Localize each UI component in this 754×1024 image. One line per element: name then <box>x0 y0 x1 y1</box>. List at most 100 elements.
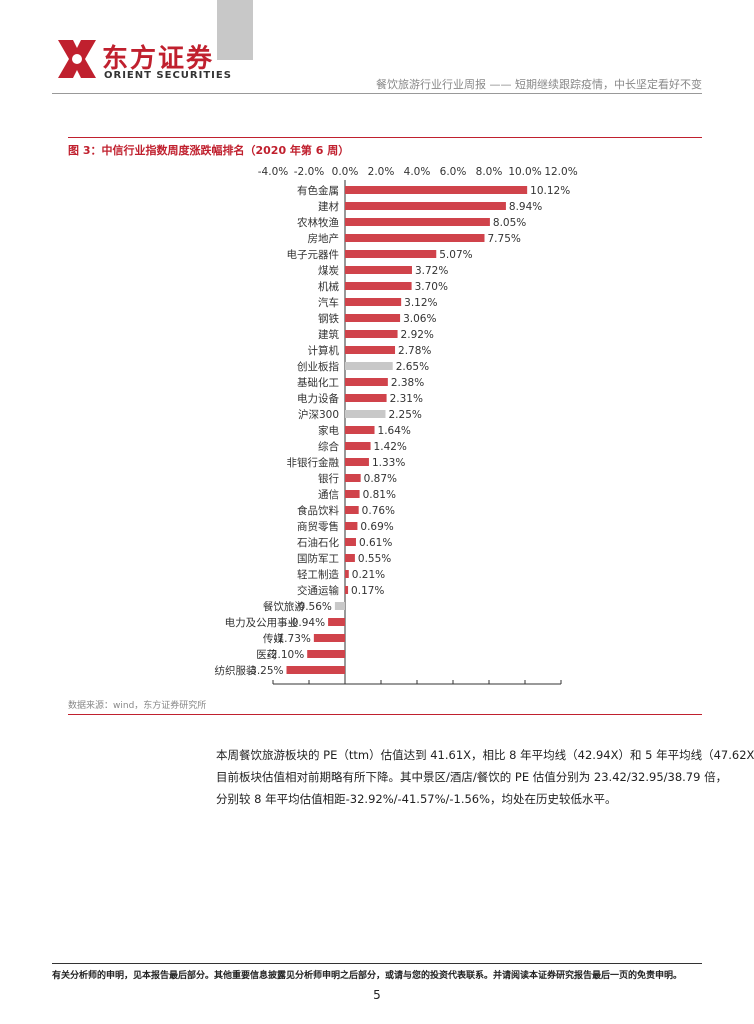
logo-english-name: ORIENT SECURITIES <box>104 70 232 81</box>
category-label: 食品饮料 <box>297 504 339 517</box>
figure-bottom-rule <box>68 714 702 715</box>
value-label: -0.56% <box>295 601 332 613</box>
category-label: 基础化工 <box>297 376 339 389</box>
industry-ranking-chart: -4.0% -2.0% 0.0% 2.0% 4.0% 6.0% 8.0% 10.0% 12.0%… <box>215 166 578 685</box>
bar <box>345 490 360 498</box>
value-label: 2.38% <box>391 377 424 389</box>
body-paragraph: 本周餐饮旅游板块的 PE（ttm）估值达到 41.61X，相比 8 年平均线（4… <box>216 744 754 810</box>
bar <box>345 474 361 482</box>
category-label: 汽车 <box>318 296 339 309</box>
value-label: 3.12% <box>404 297 437 309</box>
category-label: 有色金属 <box>297 184 339 197</box>
value-label: -3.25% <box>246 665 283 677</box>
value-label: 8.94% <box>509 201 542 213</box>
page-number: 5 <box>373 988 381 1002</box>
bar <box>345 426 375 434</box>
category-label: 电力及公用事业 <box>225 616 299 629</box>
category-label: 计算机 <box>308 344 340 357</box>
value-label: -0.94% <box>288 617 325 629</box>
report-title: 餐饮旅游行业行业周报 —— 短期继续跟踪疫情，中长坚定看好不变 <box>376 78 702 91</box>
category-label: 石油石化 <box>297 536 339 549</box>
value-label: 5.07% <box>439 249 472 261</box>
category-label: 交通运输 <box>297 584 339 597</box>
x-tick-label: 2.0% <box>368 166 395 178</box>
value-label: 0.55% <box>358 553 391 565</box>
category-label: 煤炭 <box>318 264 339 277</box>
category-label: 钢铁 <box>318 312 339 325</box>
category-label: 餐饮旅游 <box>263 600 305 613</box>
category-label: 房地产 <box>308 232 340 245</box>
figure-source: 数据来源：wind，东方证券研究所 <box>68 701 207 711</box>
category-label: 沪深300 <box>298 408 339 421</box>
category-label: 建材 <box>318 200 339 213</box>
bar <box>345 346 396 354</box>
bar <box>345 410 386 418</box>
x-tick-label: 6.0% <box>440 166 467 178</box>
orient-logo-icon <box>58 40 96 78</box>
category-label: 非银行金融 <box>287 456 340 469</box>
bar <box>334 602 345 610</box>
value-label: 2.25% <box>389 409 422 421</box>
category-label: 银行 <box>318 472 339 485</box>
value-label: 7.75% <box>488 233 521 245</box>
value-label: 0.76% <box>362 505 395 517</box>
bar <box>345 298 402 306</box>
value-label: -2.10% <box>267 649 304 661</box>
bar <box>345 378 388 386</box>
x-tick-label: 12.0% <box>544 166 577 178</box>
paragraph-line: 本周餐饮旅游板块的 PE（ttm）估值达到 41.61X，相比 8 年平均线（4… <box>216 748 754 762</box>
bar <box>345 266 412 274</box>
bar <box>345 586 349 594</box>
bar <box>313 634 345 642</box>
value-label: 8.05% <box>493 217 526 229</box>
value-label: 1.33% <box>372 457 405 469</box>
bar <box>345 330 398 338</box>
bar <box>328 618 345 626</box>
bar <box>345 314 401 322</box>
bar <box>345 442 371 450</box>
category-label: 综合 <box>318 440 339 453</box>
category-label: 家电 <box>318 424 339 437</box>
bar <box>345 186 528 194</box>
bar <box>307 650 345 658</box>
category-label: 建筑 <box>318 328 339 341</box>
x-tick-label: 4.0% <box>404 166 431 178</box>
bar <box>345 362 393 370</box>
paragraph-line: 分别较 8 年平均估值相距-32.92%/-41.57%/-1.56%，均处在历… <box>216 792 617 806</box>
value-label: 0.61% <box>359 537 392 549</box>
x-tick-label: -4.0% <box>258 166 288 178</box>
header-divider <box>52 93 702 94</box>
paragraph-line: 目前板块估值相对前期略有所下降。其中景区/酒店/餐饮的 PE 估值分别为 23.… <box>216 770 728 784</box>
category-label: 医药 <box>256 649 277 661</box>
bar <box>345 458 369 466</box>
value-label: 1.42% <box>374 441 407 453</box>
category-label: 创业板指 <box>297 360 339 373</box>
category-label: 传媒 <box>263 632 284 645</box>
bar <box>345 538 356 546</box>
value-label: 3.72% <box>415 265 448 277</box>
bar <box>345 506 359 514</box>
x-tick-label: -2.0% <box>294 166 324 178</box>
category-label: 纺织服装 <box>215 664 257 677</box>
value-label: 0.17% <box>351 585 384 597</box>
category-label: 商贸零售 <box>297 520 339 533</box>
bar <box>345 218 490 226</box>
bar <box>286 666 345 674</box>
logo-chinese-name: 东方证券 <box>102 44 215 74</box>
value-label: 3.06% <box>403 313 436 325</box>
x-tick-label: 0.0% <box>332 166 359 178</box>
footer-divider <box>52 963 702 964</box>
value-label: 10.12% <box>530 185 570 197</box>
figure-top-rule <box>68 137 702 138</box>
category-label: 通信 <box>318 489 339 501</box>
value-label: 0.87% <box>364 473 397 485</box>
bar <box>345 202 506 210</box>
value-label: 2.92% <box>401 329 434 341</box>
category-label: 农林牧渔 <box>297 216 339 229</box>
category-label: 电子元器件 <box>287 248 340 261</box>
category-label: 轻工制造 <box>297 568 339 581</box>
value-label: 2.31% <box>390 393 423 405</box>
value-label: 0.69% <box>360 521 393 533</box>
value-label: 3.70% <box>415 281 448 293</box>
category-label: 电力设备 <box>297 392 339 405</box>
